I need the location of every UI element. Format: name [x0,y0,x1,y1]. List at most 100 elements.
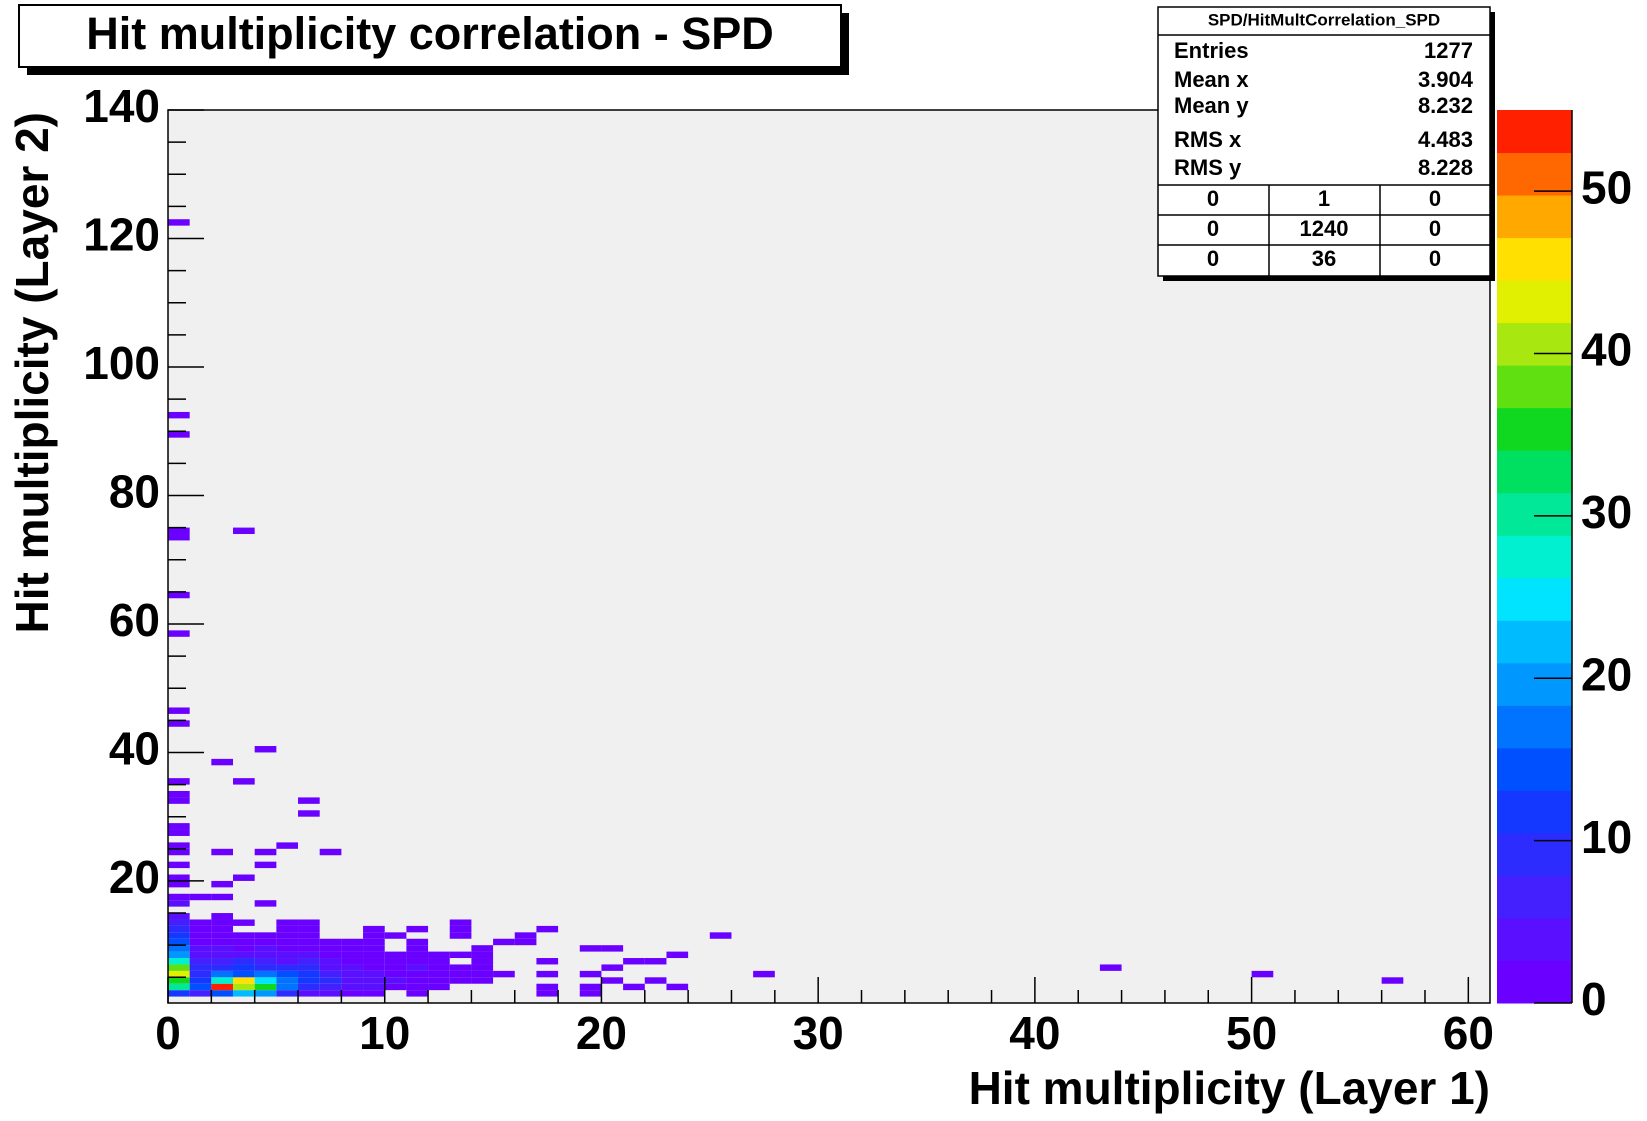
cell [363,945,385,952]
cell [319,951,342,959]
cell [471,970,494,978]
cell [211,970,234,978]
cell [319,848,342,856]
colorbar-band [1497,747,1572,791]
colorbar-band [1497,322,1572,366]
cell [319,990,342,997]
cell [319,970,342,978]
cell [298,945,320,952]
cell [254,932,277,939]
y-axis-label: Hit multiplicity (Layer 2) [6,112,58,633]
cell [189,951,212,959]
cell [471,958,494,965]
cell [189,893,212,901]
cell [189,983,212,991]
cell [298,964,320,971]
cell [168,964,190,971]
cell [319,983,342,991]
cell [233,932,255,939]
cell [168,880,190,888]
cell [644,958,667,965]
cell [168,900,190,907]
cell [514,938,537,946]
cell [233,919,255,926]
cell [536,958,559,965]
cell [536,970,559,978]
cell [233,977,255,984]
cell [493,938,515,946]
cell [536,925,559,933]
cell [189,919,212,926]
stats-grid-value: 0 [1207,246,1219,271]
x-tick-label: 50 [1226,1007,1277,1059]
cell [211,880,234,888]
cell [298,951,320,959]
cell [211,932,234,939]
cell [449,919,472,926]
cell [341,964,364,971]
z-tick-label: 30 [1581,486,1632,538]
cell [233,951,255,959]
colorbar-band [1497,960,1572,1004]
colorbar-band [1497,450,1572,494]
cell [363,990,385,997]
y-tick-label: 60 [109,594,160,646]
cell [189,925,212,933]
cell [384,932,407,939]
cell [276,925,299,933]
cell [449,977,472,984]
cell [406,983,429,991]
cell [319,964,342,971]
cell [168,431,190,438]
cell [189,938,212,946]
cell [1251,970,1274,978]
colorbar-band [1497,407,1572,451]
stats-grid-value: 36 [1312,246,1336,271]
cell [471,951,494,959]
y-tick-label: 140 [83,80,160,132]
cell [233,964,255,971]
cell [601,964,624,971]
cell [254,938,277,946]
cell [211,977,234,984]
colorbar-band [1497,237,1572,281]
colorbar-band [1497,152,1572,196]
cell [211,958,234,965]
cell [254,977,277,984]
x-tick-label: 30 [793,1007,844,1059]
cell [189,990,212,997]
cell [211,990,234,997]
cell [449,970,472,978]
colorbar-band [1497,110,1572,154]
cell [579,945,602,952]
cell [168,527,190,535]
cell [644,977,667,984]
cell [449,964,472,971]
colorbar-band [1497,535,1572,579]
cell [168,970,190,978]
cell [276,932,299,939]
cell [406,951,429,959]
cell [363,932,385,939]
stats-grid-value: 0 [1207,186,1219,211]
stats-label: Entries [1174,38,1249,63]
stats-label: Mean x [1174,67,1249,92]
cell [168,983,190,991]
cell [493,970,515,978]
cell [298,810,320,817]
cell [168,823,190,830]
cell [168,778,190,785]
stats-label: Mean y [1174,93,1249,118]
x-axis-label: Hit multiplicity (Layer 1) [969,1062,1490,1114]
cell [276,842,299,849]
y-tick-label: 80 [109,466,160,518]
cell [211,919,234,926]
cell [471,945,494,952]
z-tick-label: 0 [1581,973,1607,1025]
cell [276,938,299,946]
cell [319,977,342,984]
cell [168,958,190,965]
cell [168,797,190,804]
stats-grid-value: 1 [1318,186,1330,211]
